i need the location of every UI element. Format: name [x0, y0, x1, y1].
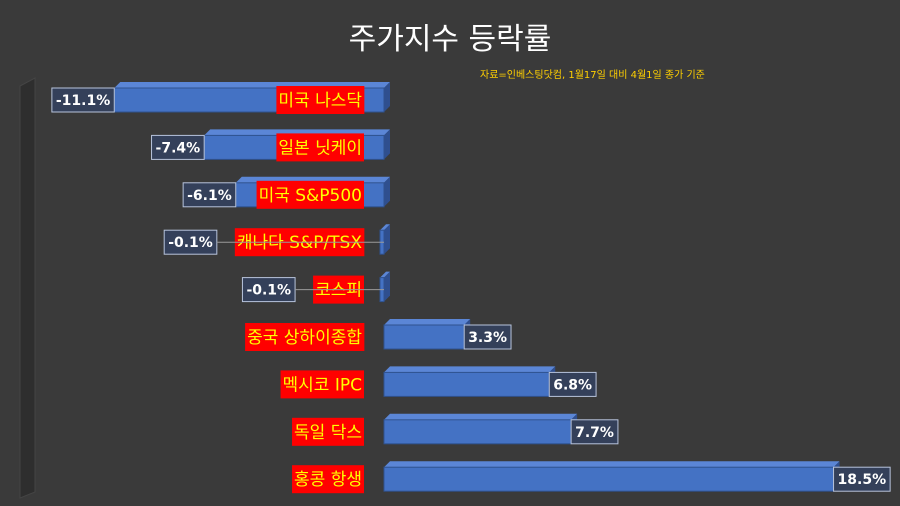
category-label-box — [292, 465, 364, 494]
bar-top-face — [384, 319, 471, 325]
category-label: 멕시코 IPC — [283, 375, 362, 395]
chart-source-note: 자료=인베스팅닷컴, 1월17일 대비 4월1일 종가 기준 — [480, 70, 705, 81]
category-label-box — [292, 417, 364, 446]
category-label: 캐나다 S&P/TSX — [237, 233, 363, 253]
bar-top-face — [380, 271, 390, 278]
bar-group: 미국 S&P500 -6.1% — [182, 176, 390, 209]
bar-group: 캐나다 S&P/TSX -0.1% — [163, 224, 390, 257]
value-label-box — [570, 419, 619, 445]
value-label: -11.1% — [56, 93, 110, 109]
bar — [383, 371, 550, 397]
value-label-box — [151, 134, 205, 160]
value-label-box — [163, 229, 218, 255]
value-label-box — [51, 87, 115, 113]
value-label-box — [548, 371, 597, 397]
value-label: -0.1% — [168, 235, 213, 251]
bar — [383, 419, 572, 445]
value-label: -7.4% — [156, 140, 201, 156]
value-label: 6.8% — [553, 377, 592, 393]
category-label: 코스피 — [315, 281, 362, 301]
value-label-box — [182, 182, 237, 208]
bar-side-face — [384, 271, 390, 302]
bar-top-face — [384, 461, 840, 468]
chart-title: 주가지수 등락률 — [348, 22, 552, 57]
category-label: 중국 상하이종합 — [247, 328, 362, 348]
bar-group: 코스피 -0.1% — [241, 271, 390, 304]
value-label: 3.3% — [468, 330, 507, 346]
bar-top-face — [384, 413, 578, 420]
bar-side-face — [384, 82, 390, 112]
bar-group: 일본 닛케이 -7.4% — [151, 129, 390, 162]
value-label: -6.1% — [187, 188, 232, 204]
category-label: 미국 S&P500 — [259, 186, 362, 206]
value-label: 7.7% — [575, 425, 614, 441]
category-label: 홍콩 항생 — [294, 470, 362, 490]
value-label-box — [241, 277, 296, 303]
bar-side-face — [384, 224, 390, 255]
bar-top-face — [380, 224, 390, 231]
bar-top-face — [384, 366, 556, 373]
bar-group: 미국 나스닥 -11.1% — [51, 82, 391, 114]
bar-group: 독일 닥스 7.7% — [292, 413, 619, 446]
value-label: -0.1% — [246, 283, 291, 299]
bar — [383, 466, 835, 492]
category-label-box — [280, 370, 364, 399]
category-label: 독일 닥스 — [294, 423, 362, 443]
category-label: 일본 닛케이 — [278, 138, 362, 158]
bar-side-face — [384, 129, 390, 160]
bar — [383, 324, 465, 350]
value-label: 18.5% — [838, 472, 887, 488]
axis-wall — [19, 77, 36, 499]
category-label-box — [245, 323, 365, 351]
category-label: 미국 나스닥 — [278, 91, 362, 111]
category-label-box — [256, 180, 364, 209]
value-label-box — [463, 324, 512, 350]
bar-side-face — [384, 176, 390, 207]
category-label-box — [276, 86, 365, 114]
category-label-box — [276, 133, 364, 162]
bar-group: 멕시코 IPC 6.8% — [280, 366, 597, 399]
bar-group: 중국 상하이종합 3.3% — [245, 319, 512, 351]
value-label-box — [833, 466, 891, 492]
bar-group: 홍콩 항생 18.5% — [292, 461, 891, 494]
